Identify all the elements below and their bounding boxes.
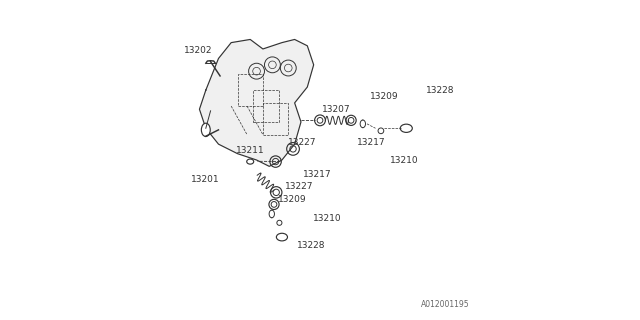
Text: 13201: 13201 [191,174,220,184]
Bar [263,103,288,135]
Text: 13217: 13217 [357,138,386,147]
Ellipse shape [378,128,384,134]
Text: 13211: 13211 [236,146,264,155]
Text: 13210: 13210 [313,214,342,223]
Text: 13209: 13209 [278,195,307,204]
Text: 13227: 13227 [288,138,317,147]
Text: 13210: 13210 [390,156,419,164]
Bar [253,90,279,122]
Bar [237,74,263,106]
Ellipse shape [276,233,287,241]
Text: 13202: 13202 [184,46,212,55]
Ellipse shape [400,124,412,132]
Text: 13209: 13209 [370,92,399,101]
Ellipse shape [277,220,282,225]
Text: 13228: 13228 [426,86,455,95]
Text: 13217: 13217 [303,170,332,179]
Text: 13228: 13228 [297,241,326,250]
Ellipse shape [247,159,253,164]
Polygon shape [200,39,314,166]
Text: 13207: 13207 [321,105,350,114]
Ellipse shape [202,123,211,137]
Text: 13227: 13227 [285,182,314,191]
Text: A012001195: A012001195 [420,300,469,309]
